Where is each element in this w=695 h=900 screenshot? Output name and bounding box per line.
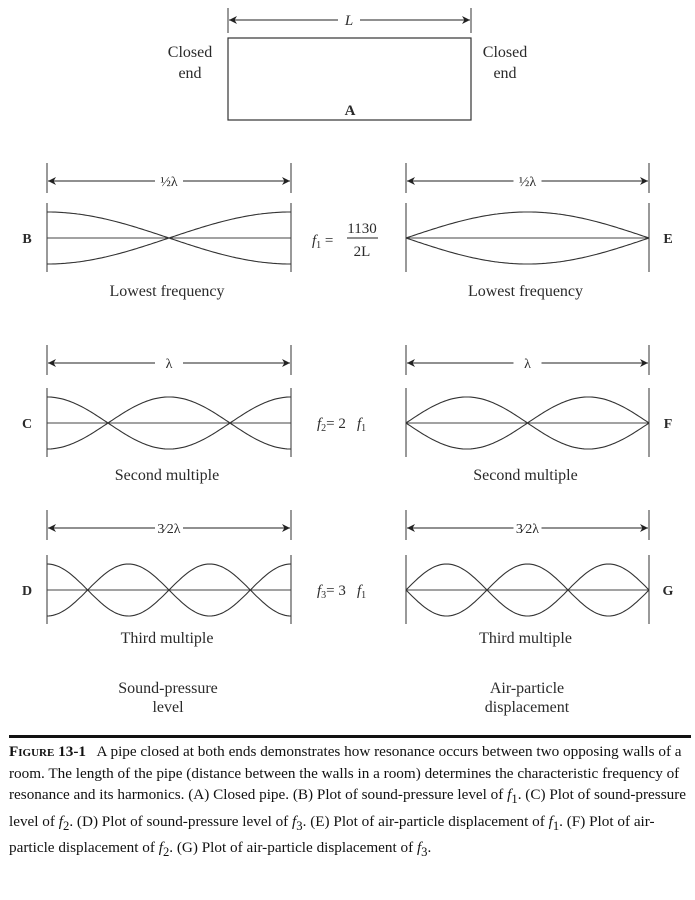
panel-caption: Third multiple xyxy=(121,630,214,647)
panel-caption: Third multiple xyxy=(479,630,572,647)
caption-text: . (G) Plot of air-particle displacement … xyxy=(169,839,417,857)
caption-text: . (F) Plot of air-particle displacement … xyxy=(9,812,655,857)
panel-label: C xyxy=(22,417,32,432)
caption-text: A pipe closed at both ends demonstrates … xyxy=(9,743,682,803)
left-end-label-1: Closed xyxy=(168,44,212,61)
pressure-curve xyxy=(47,396,291,450)
panel-d: 3⁄2λ D Third multiple xyxy=(22,510,292,647)
left-column-title-1: Sound-pressure xyxy=(118,680,218,697)
svg-text:f1 =: f1 = xyxy=(312,233,333,251)
caption-rule xyxy=(9,735,691,738)
left-column-title-2: level xyxy=(152,699,184,716)
displacement-curve xyxy=(405,211,650,239)
resonance-diagram: L Closed end Closed end A ½λ B Lowest freq… xyxy=(22,8,674,716)
wavelength-label: ½λ xyxy=(160,175,178,190)
panel-b: ½λ B Lowest frequency xyxy=(22,163,292,300)
caption-text: . (E) Plot of air-particle displacement … xyxy=(302,812,549,830)
figure-number: Figure 13-1 xyxy=(9,743,86,760)
displacement-curve xyxy=(405,396,650,450)
panel-g: 3⁄2λ G Third multiple xyxy=(405,510,674,647)
caption-text: . (D) Plot of sound-pressure level of xyxy=(69,812,293,830)
displacement-curve xyxy=(405,237,650,265)
pressure-curve xyxy=(47,211,291,265)
wavelength-label: 3⁄2λ xyxy=(516,522,539,537)
pipe-label: A xyxy=(345,103,356,119)
formula-f3: f3= 3 f1 xyxy=(317,583,366,601)
right-column-title-2: displacement xyxy=(485,699,570,716)
wavelength-label: ½λ xyxy=(519,175,537,190)
panel-caption: Second multiple xyxy=(473,467,577,484)
figure-caption: Figure 13-1 A pipe closed at both ends d… xyxy=(9,743,686,860)
right-end-label-1: Closed xyxy=(483,44,527,61)
pressure-curve xyxy=(46,563,292,617)
right-end-label-2: end xyxy=(493,65,516,82)
right-column-title-1: Air-particle xyxy=(490,680,564,697)
panel-caption: Second multiple xyxy=(115,467,219,484)
panel-label: G xyxy=(663,584,674,599)
svg-text:1130: 1130 xyxy=(347,221,376,237)
left-end-label-2: end xyxy=(178,65,201,82)
panel-f: λ F Second multiple xyxy=(405,345,673,484)
formula-f1: f1 = 1130 2L xyxy=(312,221,378,260)
displacement-curve xyxy=(405,563,650,617)
panel-label: E xyxy=(663,232,672,247)
length-label: L xyxy=(344,13,353,29)
pressure-curve xyxy=(47,396,291,450)
panel-c: λ C Second multiple xyxy=(22,345,292,484)
svg-text:f3= 3: f3= 3 xyxy=(317,583,346,601)
wavelength-label: 3⁄2λ xyxy=(157,522,180,537)
panel-label: D xyxy=(22,584,32,599)
svg-text:f2= 2: f2= 2 xyxy=(317,416,346,434)
caption-text: . (C) Plot of sound-pressure level of xyxy=(9,786,686,830)
svg-text:2L: 2L xyxy=(354,244,371,260)
caption-text: . xyxy=(427,839,432,857)
panel-caption: Lowest frequency xyxy=(468,283,583,300)
panel-label: B xyxy=(22,232,31,247)
svg-text:f1: f1 xyxy=(357,583,366,601)
pipe-a: L Closed end Closed end A xyxy=(168,8,527,121)
formula-f2: f2= 2 f1 xyxy=(317,416,366,434)
panel-e: ½λ E Lowest frequency xyxy=(405,163,673,300)
panel-label: F xyxy=(664,417,673,432)
wavelength-label: λ xyxy=(166,357,173,372)
panel-caption: Lowest frequency xyxy=(109,283,224,300)
closed-pipe xyxy=(227,37,472,121)
svg-text:f1: f1 xyxy=(357,416,366,434)
wavelength-label: λ xyxy=(524,357,531,372)
displacement-curve xyxy=(405,563,650,617)
